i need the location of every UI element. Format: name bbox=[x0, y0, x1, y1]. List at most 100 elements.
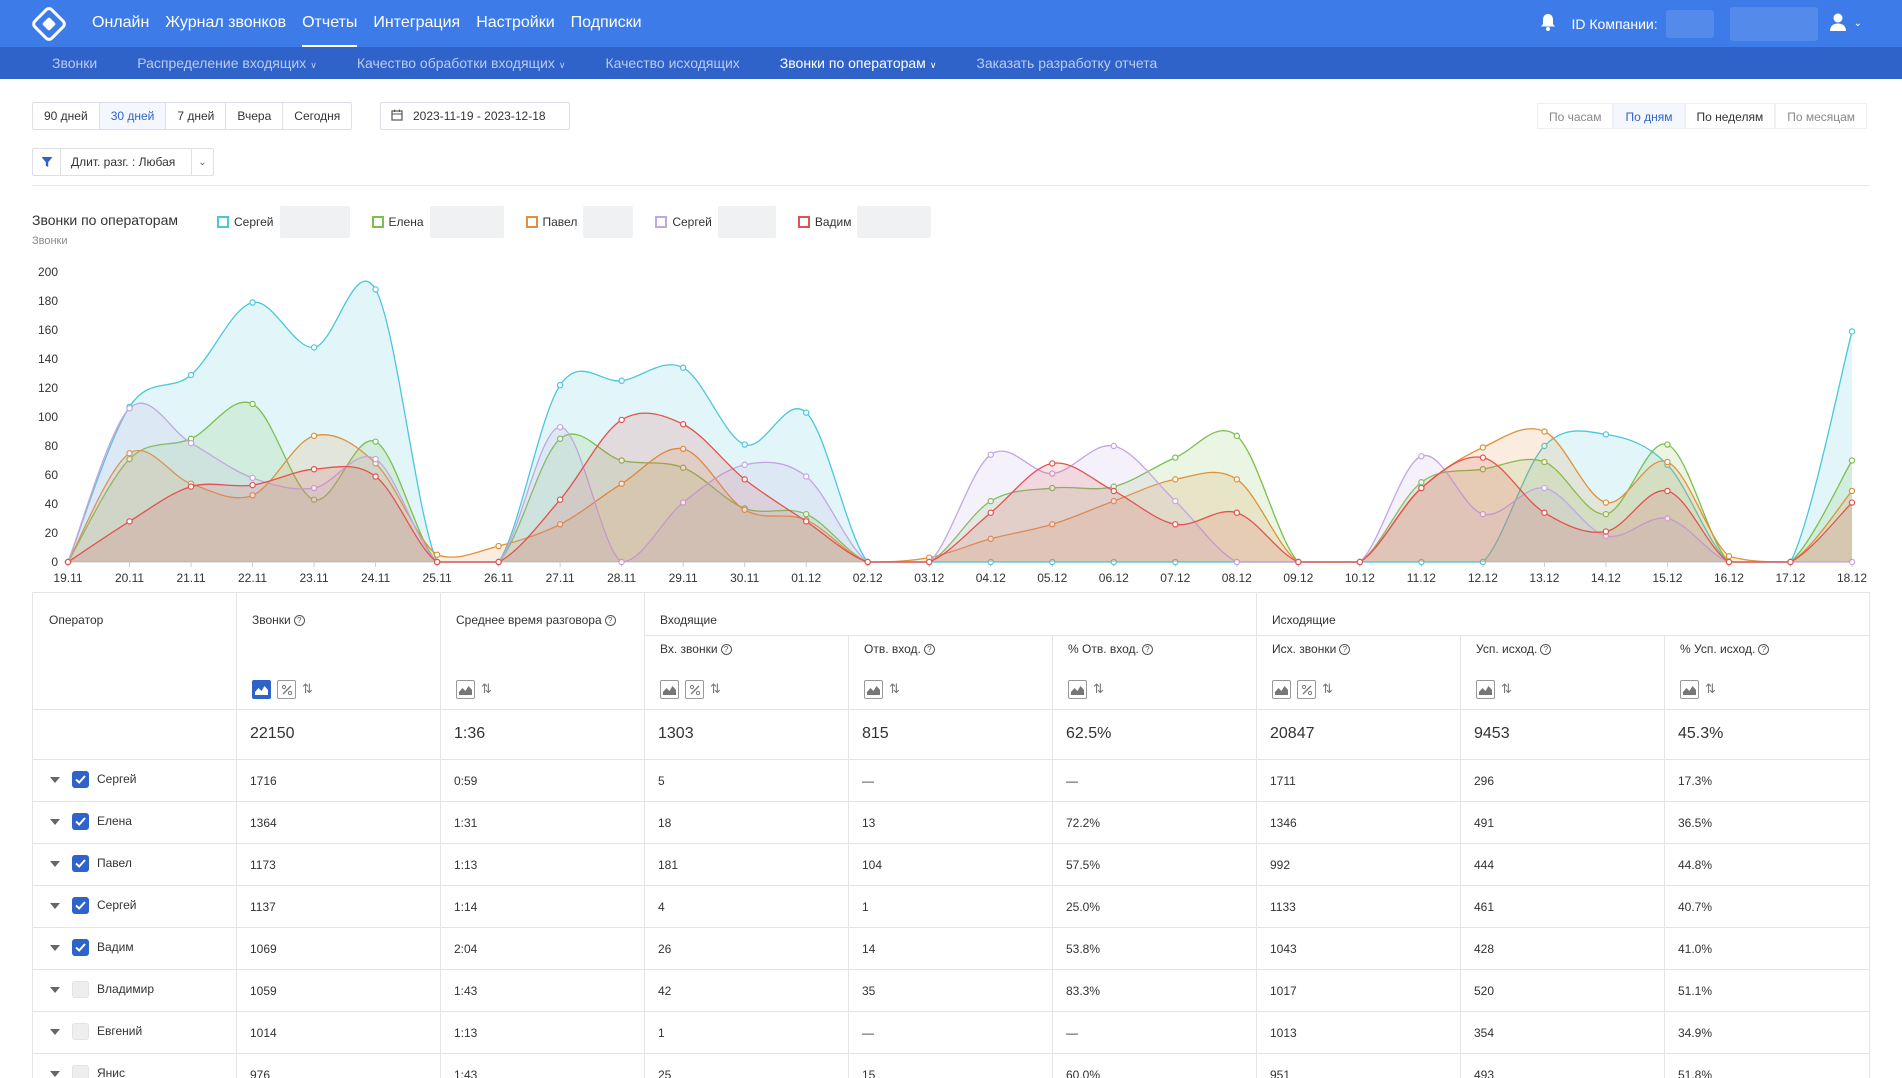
data-point bbox=[1541, 458, 1548, 466]
table-row[interactable]: Евгений 1014 1:13 1 — — 1013 354 34.9% bbox=[33, 1011, 1869, 1053]
expand-caret-icon[interactable] bbox=[50, 819, 60, 825]
sort-icon[interactable]: ⇅ bbox=[302, 681, 313, 696]
x-tick-label: 05.12 bbox=[1037, 571, 1067, 585]
percent-icon[interactable] bbox=[277, 680, 296, 699]
chart-toggle-icon[interactable] bbox=[1476, 680, 1495, 699]
legend-swatch bbox=[655, 216, 668, 228]
expand-caret-icon[interactable] bbox=[50, 777, 60, 783]
subnav-item[interactable]: Звонки bbox=[32, 47, 117, 79]
user-icon[interactable] bbox=[1828, 12, 1848, 35]
nav-item[interactable]: Журнал звонков bbox=[165, 14, 287, 31]
legend-surname bbox=[717, 206, 776, 238]
data-point bbox=[1233, 509, 1241, 516]
grouping-button[interactable]: По часам bbox=[1537, 103, 1614, 129]
row-divider bbox=[33, 885, 1869, 886]
legend-item[interactable]: Сергей bbox=[655, 206, 776, 238]
period-button[interactable]: 30 дней bbox=[99, 103, 167, 129]
operator-checkbox[interactable] bbox=[72, 1023, 89, 1040]
chart-toggle-icon[interactable] bbox=[252, 680, 271, 699]
subnav-item[interactable]: Распределение входящих ∨ bbox=[117, 47, 337, 79]
help-icon[interactable]: ? bbox=[604, 615, 616, 627]
chart-toggle-icon[interactable] bbox=[1068, 680, 1087, 699]
expand-caret-icon[interactable] bbox=[50, 987, 60, 993]
nav-item[interactable]: Интеграция bbox=[373, 14, 461, 31]
y-tick-label: 140 bbox=[38, 352, 58, 366]
total-value: 22150 bbox=[250, 725, 295, 742]
percent-icon[interactable] bbox=[685, 680, 704, 699]
help-icon[interactable]: ? bbox=[720, 644, 732, 656]
data-point bbox=[1541, 442, 1548, 450]
period-button[interactable]: Сегодня bbox=[283, 103, 352, 129]
sort-icon[interactable]: ⇅ bbox=[889, 681, 900, 696]
expand-caret-icon[interactable] bbox=[50, 861, 60, 867]
help-icon[interactable]: ? bbox=[293, 615, 305, 627]
period-button[interactable]: 90 дней bbox=[33, 103, 100, 129]
table-row[interactable]: Елена 1364 1:31 18 13 72.2% 1346 491 36.5% bbox=[33, 801, 1869, 843]
operator-checkbox[interactable] bbox=[72, 813, 89, 830]
operator-checkbox[interactable] bbox=[72, 939, 89, 956]
grouping-button[interactable]: По неделям bbox=[1684, 103, 1776, 129]
grouping-button[interactable]: По месяцам bbox=[1775, 103, 1868, 129]
legend-item[interactable]: Павел bbox=[525, 206, 634, 238]
operator-checkbox[interactable] bbox=[72, 897, 89, 914]
table-row[interactable]: Янис 976 1:43 25 15 60.0% 951 493 51.8% bbox=[33, 1053, 1869, 1078]
logo-icon[interactable] bbox=[30, 5, 68, 43]
table-row[interactable]: Сергей 1137 1:14 4 1 25.0% 1133 461 40.7% bbox=[33, 885, 1869, 927]
expand-caret-icon[interactable] bbox=[50, 1029, 60, 1035]
legend-item[interactable]: Вадим bbox=[797, 206, 932, 238]
legend-item[interactable]: Сергей bbox=[217, 206, 350, 238]
bell-icon[interactable] bbox=[1540, 13, 1556, 34]
nav-item[interactable]: Настройки bbox=[476, 14, 555, 31]
sort-icon[interactable]: ⇅ bbox=[481, 681, 492, 696]
operator-checkbox[interactable] bbox=[72, 855, 89, 872]
chart-toggle-icon[interactable] bbox=[1272, 680, 1291, 699]
subnav-item[interactable]: Заказать разработку отчета bbox=[956, 47, 1177, 79]
sort-icon[interactable]: ⇅ bbox=[1705, 681, 1716, 696]
help-icon[interactable]: ? bbox=[923, 644, 935, 656]
operator-checkbox[interactable] bbox=[72, 1065, 89, 1078]
subnav-item-label: Качество исходящих bbox=[605, 55, 740, 71]
help-icon[interactable]: ? bbox=[1540, 644, 1552, 656]
table-row[interactable]: Павел 1173 1:13 181 104 57.5% 992 444 44.8% bbox=[33, 843, 1869, 885]
expand-caret-icon[interactable] bbox=[50, 903, 60, 909]
duration-filter[interactable]: Длит. разг. : Любая ⌄ bbox=[32, 148, 214, 176]
table-cell: 26 bbox=[658, 942, 672, 956]
operator-checkbox[interactable] bbox=[72, 771, 89, 788]
chart-toggle-icon[interactable] bbox=[456, 680, 475, 699]
subnav-item[interactable]: Звонки по операторам ∨ bbox=[760, 47, 957, 79]
chart-toggle-icon[interactable] bbox=[864, 680, 883, 699]
nav-item[interactable]: Подписки bbox=[570, 14, 642, 31]
table-cell: 4 bbox=[658, 900, 665, 914]
chart-toggle-icon[interactable] bbox=[660, 680, 679, 699]
subnav-item[interactable]: Качество обработки входящих ∨ bbox=[337, 47, 586, 79]
sort-icon[interactable]: ⇅ bbox=[710, 681, 721, 696]
table-row[interactable]: Владимир 1059 1:43 42 35 83.3% 1017 520 51.1% bbox=[33, 969, 1869, 1011]
help-icon[interactable]: ? bbox=[1339, 644, 1351, 656]
period-button[interactable]: Вчера bbox=[226, 103, 284, 129]
data-point bbox=[310, 484, 318, 492]
table-row[interactable]: Вадим 1069 2:04 26 14 53.8% 1043 428 41.0% bbox=[33, 927, 1869, 969]
data-point bbox=[1479, 465, 1487, 473]
sort-icon[interactable]: ⇅ bbox=[1093, 681, 1104, 696]
grouping-button[interactable]: По дням bbox=[1613, 103, 1685, 129]
chart-toggle-icon[interactable] bbox=[1680, 680, 1699, 699]
data-point bbox=[372, 455, 379, 463]
help-icon[interactable]: ? bbox=[1758, 644, 1770, 656]
percent-icon[interactable] bbox=[1297, 680, 1316, 699]
date-range-picker[interactable]: 2023-11-19 - 2023-12-18 bbox=[380, 102, 570, 130]
legend-item[interactable]: Елена bbox=[371, 206, 504, 238]
expand-caret-icon[interactable] bbox=[50, 1071, 60, 1077]
period-button[interactable]: 7 дней bbox=[166, 103, 227, 129]
nav-item[interactable]: Отчеты bbox=[302, 0, 358, 47]
nav-item[interactable]: Онлайн bbox=[92, 14, 150, 31]
chevron-down-icon[interactable]: ⌄ bbox=[1853, 18, 1862, 29]
sort-icon[interactable]: ⇅ bbox=[1501, 681, 1512, 696]
subnav-item[interactable]: Качество исходящих bbox=[585, 47, 759, 79]
data-point bbox=[864, 558, 871, 566]
expand-caret-icon[interactable] bbox=[50, 945, 60, 951]
sort-icon[interactable]: ⇅ bbox=[1322, 681, 1333, 696]
table-row[interactable]: Сергей 1716 0:59 5 — — 1711 296 17.3% bbox=[33, 759, 1869, 801]
help-icon[interactable]: ? bbox=[1141, 644, 1153, 656]
header-in-calls: Вх. звонки? bbox=[660, 642, 732, 656]
operator-checkbox[interactable] bbox=[72, 981, 89, 998]
